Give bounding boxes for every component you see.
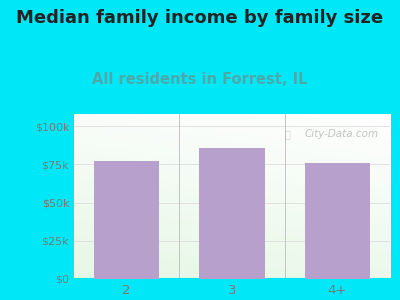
Bar: [305, 163, 370, 279]
Bar: [199, 148, 265, 279]
Text: Median family income by family size: Median family income by family size: [16, 9, 384, 27]
Text: All residents in Forrest, IL: All residents in Forrest, IL: [92, 72, 308, 87]
Bar: [94, 161, 159, 279]
Text: City-Data.com: City-Data.com: [305, 129, 379, 139]
Text: 🔍: 🔍: [284, 129, 290, 139]
